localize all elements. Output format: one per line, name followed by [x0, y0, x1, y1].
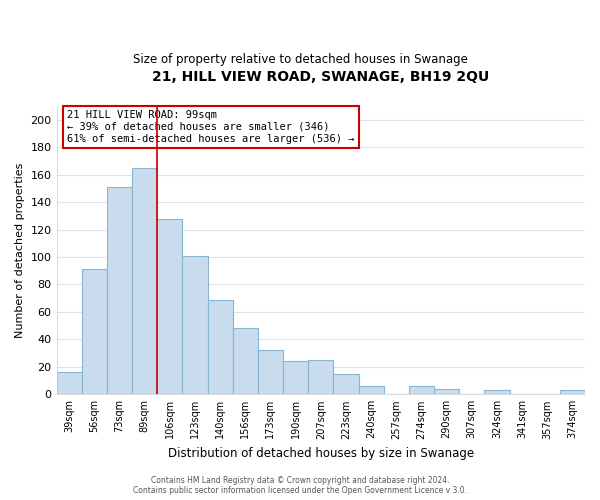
Bar [308, 360, 334, 394]
Bar [233, 328, 258, 394]
Bar [560, 390, 585, 394]
Bar [157, 218, 182, 394]
Text: 21 HILL VIEW ROAD: 99sqm
← 39% of detached houses are smaller (346)
61% of semi-: 21 HILL VIEW ROAD: 99sqm ← 39% of detach… [67, 110, 355, 144]
Bar [107, 187, 132, 394]
Y-axis label: Number of detached properties: Number of detached properties [15, 162, 25, 338]
Bar [258, 350, 283, 395]
Bar [56, 372, 82, 394]
Bar [434, 389, 459, 394]
Bar [334, 374, 359, 394]
Bar [283, 362, 308, 394]
Text: Size of property relative to detached houses in Swanage: Size of property relative to detached ho… [133, 52, 467, 66]
Bar [359, 386, 383, 394]
Text: Contains HM Land Registry data © Crown copyright and database right 2024.
Contai: Contains HM Land Registry data © Crown c… [133, 476, 467, 495]
Bar [182, 256, 208, 394]
Bar [82, 270, 107, 394]
Bar [132, 168, 157, 394]
Title: 21, HILL VIEW ROAD, SWANAGE, BH19 2QU: 21, HILL VIEW ROAD, SWANAGE, BH19 2QU [152, 70, 490, 84]
Bar [208, 300, 233, 394]
Bar [409, 386, 434, 394]
X-axis label: Distribution of detached houses by size in Swanage: Distribution of detached houses by size … [168, 447, 474, 460]
Bar [484, 390, 509, 394]
